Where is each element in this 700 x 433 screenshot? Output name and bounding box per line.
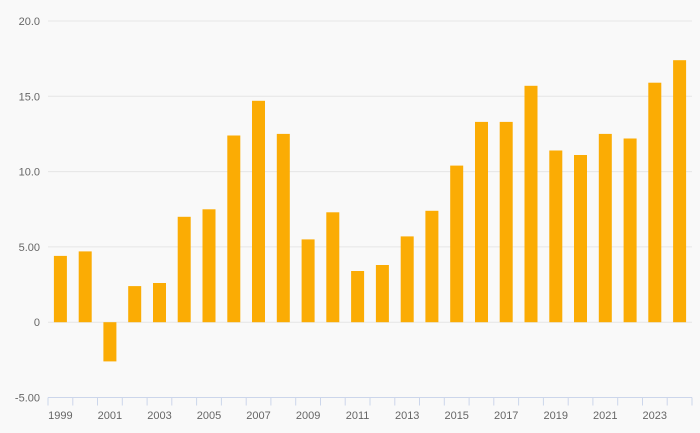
- bar-2019[interactable]: [549, 150, 563, 323]
- bar-2011[interactable]: [351, 271, 365, 323]
- bar-2010[interactable]: [326, 212, 340, 323]
- x-axis-tick-label: 2001: [98, 410, 122, 422]
- x-axis-tick-label: 2003: [147, 410, 171, 422]
- x-axis-tick-label: 2015: [444, 410, 468, 422]
- y-axis-tick-label: 10.0: [19, 167, 40, 179]
- bar-2002[interactable]: [128, 286, 142, 323]
- y-axis-tick-label: 5.00: [19, 242, 40, 254]
- bar-2015[interactable]: [450, 165, 464, 323]
- bar-2023[interactable]: [648, 82, 662, 323]
- bar-2013[interactable]: [400, 236, 414, 323]
- bar-1999[interactable]: [53, 255, 67, 323]
- bar-2021[interactable]: [598, 133, 612, 323]
- bar-2001[interactable]: [103, 322, 117, 362]
- x-axis-tick-label: 2007: [246, 410, 270, 422]
- bar-2009[interactable]: [301, 239, 315, 323]
- bar-2004[interactable]: [177, 216, 191, 323]
- x-axis-tick-label: 2017: [494, 410, 518, 422]
- x-axis-tick-label: 2009: [296, 410, 320, 422]
- x-axis-tick-label: 2019: [544, 410, 568, 422]
- x-axis-tick-label: 1999: [48, 410, 72, 422]
- y-axis-tick-label: -5.00: [15, 393, 40, 405]
- y-axis-tick-label: 15.0: [19, 91, 40, 103]
- bar-2005[interactable]: [202, 209, 216, 323]
- bar-2020[interactable]: [574, 155, 587, 323]
- y-axis-tick-label: 0: [34, 317, 40, 329]
- y-axis-tick-label: 20.0: [19, 16, 40, 28]
- bar-2022[interactable]: [623, 138, 637, 323]
- bar-2024[interactable]: [673, 60, 687, 323]
- bar-2017[interactable]: [499, 121, 513, 323]
- bar-2018[interactable]: [524, 85, 538, 323]
- x-axis-tick-label: 2011: [346, 410, 370, 422]
- bar-2014[interactable]: [425, 210, 439, 323]
- bar-2008[interactable]: [276, 133, 290, 323]
- x-axis-tick-label: 2021: [593, 410, 617, 422]
- x-axis-tick-label: 2005: [197, 410, 221, 422]
- bar-2012[interactable]: [375, 265, 389, 323]
- bar-2006[interactable]: [227, 135, 241, 323]
- x-axis-tick-label: 2023: [643, 410, 667, 422]
- bar-2007[interactable]: [252, 100, 265, 323]
- bar-2016[interactable]: [475, 121, 488, 323]
- bar-2003[interactable]: [153, 283, 166, 323]
- bar-2000[interactable]: [78, 251, 92, 323]
- x-axis-tick-label: 2013: [395, 410, 419, 422]
